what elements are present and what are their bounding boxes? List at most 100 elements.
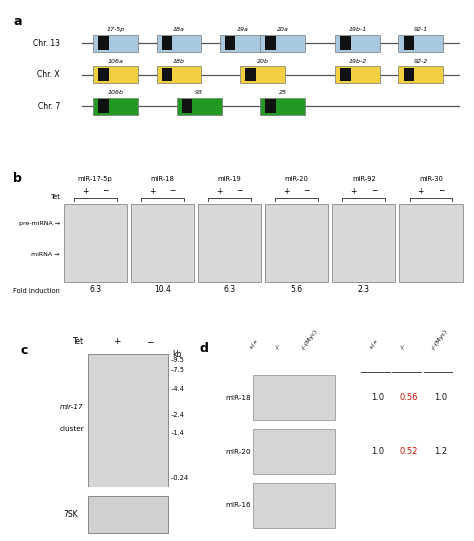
Text: −: − (303, 187, 310, 195)
Text: 25: 25 (279, 90, 287, 95)
Bar (254, 483, 336, 528)
Text: c: c (21, 345, 28, 358)
Text: 19a: 19a (237, 27, 248, 32)
Text: miR-18: miR-18 (150, 176, 174, 182)
Text: –1.4: –1.4 (171, 430, 185, 436)
Bar (398, 35, 443, 51)
Text: miR-16: miR-16 (226, 503, 251, 509)
Bar (400, 204, 463, 281)
Text: +: + (216, 187, 223, 195)
Bar (335, 66, 380, 83)
Text: 18b: 18b (173, 59, 185, 64)
Bar (162, 68, 172, 81)
Text: 20b: 20b (256, 59, 268, 64)
Text: +: + (418, 187, 424, 195)
Bar (131, 204, 194, 281)
Text: −: − (237, 187, 243, 195)
Text: –4.4: –4.4 (171, 386, 185, 392)
Text: 7SK: 7SK (63, 510, 78, 519)
Text: miR-17-5p: miR-17-5p (78, 176, 112, 182)
Bar (99, 68, 109, 81)
Text: 5.6: 5.6 (291, 285, 303, 294)
Text: b: b (13, 172, 22, 185)
Text: –0.24: –0.24 (171, 474, 189, 481)
Text: Fold induction: Fold induction (13, 288, 60, 294)
Text: 6.3: 6.3 (223, 285, 236, 294)
Text: -/-(Myc): -/-(Myc) (301, 328, 319, 351)
Text: 1.0: 1.0 (371, 393, 384, 402)
Text: 92-1: 92-1 (414, 27, 428, 32)
Bar (220, 35, 265, 51)
Text: 19b-2: 19b-2 (348, 59, 366, 64)
Text: 1.2: 1.2 (434, 447, 447, 456)
Bar (398, 66, 443, 83)
Text: Chr. 13: Chr. 13 (33, 38, 60, 48)
Text: 2.3: 2.3 (358, 285, 370, 294)
Bar (403, 36, 414, 50)
Bar (340, 36, 351, 50)
Text: 106b: 106b (108, 90, 124, 95)
Text: miR-20: miR-20 (285, 176, 309, 182)
Text: +: + (113, 337, 121, 346)
Bar (265, 204, 328, 281)
Text: Tet: Tet (50, 194, 60, 200)
Text: 17-5p: 17-5p (107, 27, 125, 32)
Text: miR-19: miR-19 (218, 176, 241, 182)
Text: 20a: 20a (277, 27, 289, 32)
Bar (254, 429, 336, 474)
Text: −: − (371, 187, 377, 195)
Bar (177, 97, 222, 115)
Text: miRNA →: miRNA → (31, 252, 60, 258)
Text: -/-: -/- (400, 342, 407, 351)
Bar (254, 375, 336, 420)
Bar (99, 36, 109, 50)
Bar (198, 204, 261, 281)
Text: −: − (146, 337, 153, 346)
Bar (260, 97, 305, 115)
Bar (265, 36, 276, 50)
Text: −: − (102, 187, 109, 195)
Bar (335, 35, 380, 51)
Text: −: − (169, 187, 175, 195)
Bar (93, 97, 138, 115)
Text: 6.3: 6.3 (89, 285, 101, 294)
Text: Chr. 7: Chr. 7 (37, 102, 60, 110)
Text: cluster: cluster (59, 426, 84, 432)
Bar (403, 68, 414, 81)
Bar (245, 68, 255, 81)
Bar (93, 66, 138, 83)
Text: +/+: +/+ (247, 338, 259, 351)
Text: Tet: Tet (73, 337, 84, 346)
Bar (93, 35, 138, 51)
Text: 19b-1: 19b-1 (348, 27, 366, 32)
Text: +: + (351, 187, 357, 195)
Text: –9.5: –9.5 (171, 357, 185, 363)
Text: +: + (82, 187, 88, 195)
Bar (260, 35, 305, 51)
Text: +: + (149, 187, 155, 195)
Text: pre-miRNA →: pre-miRNA → (18, 221, 60, 226)
Text: 92-2: 92-2 (414, 59, 428, 64)
Bar (332, 204, 395, 281)
Bar (88, 496, 168, 533)
Bar (99, 100, 109, 113)
Text: -/-: -/- (274, 342, 282, 351)
Bar (64, 204, 127, 281)
Text: miR-30: miR-30 (419, 176, 443, 182)
Bar (156, 66, 201, 83)
Bar (88, 354, 168, 486)
Text: 0.52: 0.52 (400, 447, 418, 456)
Text: Chr. X: Chr. X (37, 70, 60, 79)
Text: –2.4: –2.4 (171, 412, 185, 418)
Bar (162, 36, 172, 50)
Text: -/-(Myc): -/-(Myc) (431, 328, 449, 351)
Text: 93: 93 (195, 90, 203, 95)
Bar (182, 100, 192, 113)
Text: d: d (199, 342, 208, 355)
Text: miR-18: miR-18 (226, 395, 251, 401)
Text: a: a (13, 15, 22, 28)
Text: 18a: 18a (173, 27, 185, 32)
Text: +: + (283, 187, 290, 195)
Bar (265, 100, 276, 113)
Text: miR-92: miR-92 (352, 176, 376, 182)
